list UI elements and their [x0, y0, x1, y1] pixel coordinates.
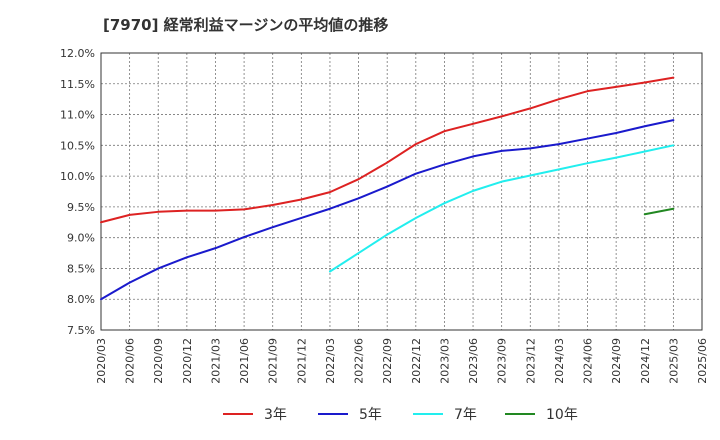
- legend-label: 10年: [546, 407, 578, 423]
- x-tick-label: 2023/06: [467, 338, 480, 384]
- x-tick-label: 2022/09: [381, 338, 394, 384]
- series-lines: [100, 76, 675, 301]
- x-tick-label: 2024/06: [582, 338, 595, 384]
- legend-label: 5年: [359, 407, 382, 423]
- x-tick-label: 2021/12: [295, 338, 308, 384]
- series-line: [643, 207, 675, 216]
- y-tick-label: 8.0%: [67, 293, 95, 306]
- x-tick-label: 2024/09: [610, 338, 623, 384]
- x-tick-label: 2025/06: [696, 338, 709, 384]
- x-tick-label: 2023/12: [524, 338, 537, 384]
- x-axis-tick-labels: 2020/03 2020/06 2020/09 2020/12 2021/03 2021/…: [95, 338, 709, 384]
- x-tick-label: 2023/03: [438, 338, 451, 384]
- y-axis-tick-labels: 7.5% 8.0% 8.5% 9.0% 9.5% 10.0% 10.5% 11.0% 11.5%…: [60, 47, 95, 337]
- y-tick-label: 8.5%: [67, 262, 95, 275]
- x-tick-label: 2025/03: [667, 338, 680, 384]
- y-tick-label: 10.0%: [60, 170, 95, 183]
- legend-label: 3年: [264, 407, 287, 423]
- x-tick-label: 2021/03: [209, 338, 222, 384]
- x-tick-label: 2022/06: [353, 338, 366, 384]
- legend-label: 7年: [454, 407, 477, 423]
- x-tick-label: 2022/12: [410, 338, 423, 384]
- y-tick-label: 12.0%: [60, 47, 95, 60]
- plot-frame: [100, 52, 703, 331]
- x-tick-label: 2020/03: [95, 338, 108, 384]
- horizontal-gridlines: [101, 83, 702, 300]
- x-tick-label: 2023/09: [496, 338, 509, 384]
- legend: 3年 5年 7年 10年: [223, 407, 578, 423]
- x-tick-label: 2020/12: [181, 338, 194, 384]
- y-tick-label: 11.5%: [60, 78, 95, 91]
- y-tick-label: 7.5%: [67, 324, 95, 337]
- y-tick-label: 11.0%: [60, 109, 95, 122]
- x-tick-label: 2020/06: [124, 338, 137, 384]
- x-tick-label: 2024/03: [553, 338, 566, 384]
- x-tick-label: 2020/09: [152, 338, 165, 384]
- y-tick-label: 9.0%: [67, 232, 95, 245]
- plot-area: [101, 53, 702, 330]
- y-tick-label: 10.5%: [60, 139, 95, 152]
- x-tick-label: 2024/12: [639, 338, 652, 384]
- series-line: [100, 76, 675, 224]
- chart-title: [7970] 経常利益マージンの平均値の推移: [103, 16, 389, 34]
- x-tick-label: 2021/09: [267, 338, 280, 384]
- x-tick-label: 2022/03: [324, 338, 337, 384]
- series-line: [100, 119, 675, 301]
- x-tick-label: 2021/06: [238, 338, 251, 384]
- series-line: [328, 144, 675, 273]
- y-tick-label: 9.5%: [67, 201, 95, 214]
